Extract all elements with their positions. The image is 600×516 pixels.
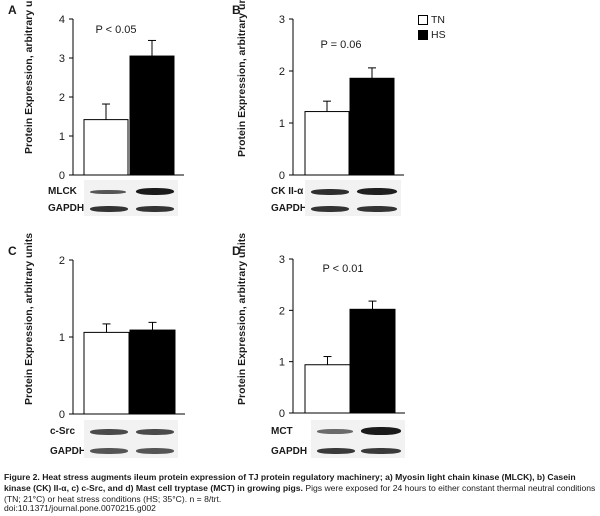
caption-bold: Figure 2. Heat stress augments ileum pro… — [4, 472, 576, 493]
p-value-annotation: P < 0.01 — [322, 263, 363, 275]
y-tick-label: 4 — [59, 14, 65, 26]
panel-label-b: B — [232, 3, 241, 17]
bar-tn — [304, 111, 350, 176]
legend-item-hs: HS — [418, 27, 446, 42]
y-tick-label: 1 — [279, 357, 285, 369]
y-tick-label: 0 — [279, 170, 285, 182]
bar-hs — [129, 55, 175, 176]
bar-chart-d: 0 1 2 3 P < 0.01 — [279, 254, 405, 420]
blot-label-gapdh-c: GAPDH — [50, 446, 87, 457]
y-tick-label: 3 — [279, 14, 285, 26]
y-tick-label: 2 — [279, 305, 285, 317]
bar-tn — [304, 364, 351, 414]
western-blot-b — [305, 180, 401, 216]
blot-label-mlck: MLCK — [48, 186, 77, 197]
panel-label-d: D — [232, 244, 241, 258]
blot-label-gapdh-d: GAPDH — [271, 446, 308, 457]
legend-swatch-hs — [418, 29, 428, 40]
western-blot-a — [84, 180, 178, 216]
y-tick-label: 3 — [279, 254, 285, 266]
legend-item-tn: TN — [418, 12, 446, 27]
western-blot-d — [311, 420, 405, 458]
legend-swatch-tn — [418, 14, 428, 25]
blot-label-mct: MCT — [271, 426, 293, 437]
doi-text: doi:10.1371/journal.pone.0070215.g002 — [4, 503, 156, 513]
figure-caption: Figure 2. Heat stress augments ileum pro… — [4, 472, 596, 505]
bar-tn — [83, 119, 129, 176]
bar-hs — [129, 329, 176, 415]
legend-label-hs: HS — [431, 28, 446, 41]
bar-tn — [83, 331, 130, 415]
blot-label-ck-ii-alpha: CK II-α — [271, 186, 304, 197]
blot-label-gapdh-a: GAPDH — [48, 203, 85, 214]
legend: TN HS — [418, 12, 446, 42]
bar-hs — [349, 77, 395, 176]
p-value-annotation: P = 0.06 — [320, 39, 361, 51]
bar-chart-b: 0 1 2 3 P = 0.06 — [279, 14, 404, 182]
western-blot-c — [84, 420, 178, 458]
y-tick-label: 0 — [279, 408, 285, 420]
y-tick-label: 0 — [59, 409, 65, 421]
caption-text: Pigs were exposed for 24 hours to either… — [4, 483, 596, 504]
y-tick-label: 1 — [59, 332, 65, 344]
y-tick-label: 0 — [59, 170, 65, 182]
y-tick-label: 2 — [59, 255, 65, 267]
p-value-annotation: P < 0.05 — [95, 24, 136, 36]
bar-chart-a: 0 1 2 3 4 P < 0.05 — [59, 14, 184, 182]
y-tick-label: 3 — [59, 53, 65, 65]
y-tick-label: 1 — [59, 131, 65, 143]
panel-label-c: C — [8, 244, 17, 258]
y-tick-label: 1 — [279, 118, 285, 130]
bar-hs — [349, 308, 396, 414]
blot-label-gapdh-b: GAPDH — [271, 203, 308, 214]
legend-label-tn: TN — [431, 13, 445, 26]
y-tick-label: 2 — [59, 92, 65, 104]
y-tick-label: 2 — [279, 66, 285, 78]
blot-label-c-src: c-Src — [50, 426, 76, 437]
panel-label-a: A — [8, 3, 17, 17]
bar-chart-c: 0 1 2 — [59, 255, 185, 421]
